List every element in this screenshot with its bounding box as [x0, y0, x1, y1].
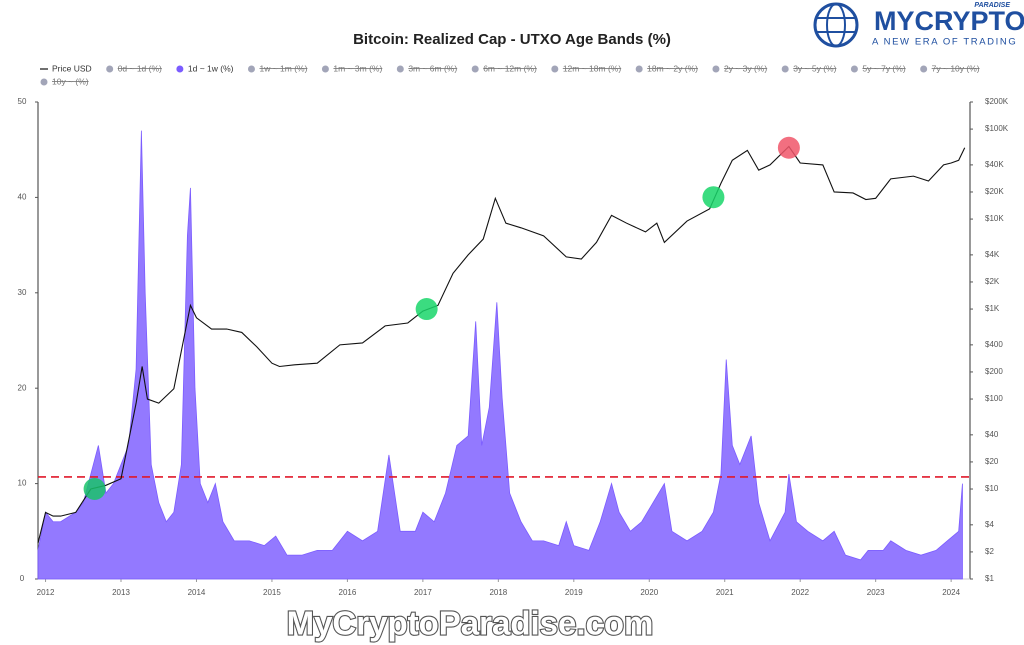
y2-tick-label: $4K — [985, 250, 1000, 259]
legend-item[interactable]: 7y ~ 10y (%) — [920, 63, 980, 73]
legend-label: 3y ~ 5y (%) — [793, 63, 836, 73]
x-tick-label: 2015 — [263, 588, 281, 597]
y-tick-label: 10 — [18, 479, 27, 488]
signal-marker — [777, 136, 800, 159]
legend-label: 1m ~ 3m (%) — [333, 63, 382, 73]
signal-marker — [415, 298, 438, 321]
legend-label: 2y ~ 3y (%) — [724, 63, 767, 73]
legend-swatch — [247, 65, 255, 73]
y-tick-label: 40 — [18, 193, 27, 202]
area — [37, 130, 963, 580]
legend-swatch — [471, 65, 479, 73]
legend-swatch — [176, 65, 184, 73]
legend-item[interactable]: 3m ~ 6m (%) — [396, 63, 458, 73]
legend-item[interactable]: 12m ~ 18m (%) — [551, 63, 621, 73]
legend-swatch — [920, 65, 928, 73]
x-tick-label: 2017 — [414, 588, 432, 597]
y-tick-label: 30 — [18, 288, 27, 297]
legend-swatch — [781, 65, 789, 73]
legend-item[interactable]: 1m ~ 3m (%) — [321, 63, 383, 73]
y-tick-label: 0 — [20, 574, 25, 583]
x-tick-label: 2012 — [37, 588, 55, 597]
logo: MYCRYPTO PARADISE A NEW ERA OF TRADING — [813, 2, 1024, 48]
legend-item[interactable]: 1w ~ 1m (%) — [247, 63, 308, 73]
y2-tick-label: $40 — [985, 430, 999, 439]
x-tick-label: 2016 — [339, 588, 357, 597]
legend-label: 7y ~ 10y (%) — [932, 63, 980, 73]
legend-swatch — [106, 65, 114, 73]
x-tick-label: 2018 — [489, 588, 507, 597]
logo-globe — [813, 2, 859, 48]
y2-tick-label: $400 — [985, 340, 1003, 349]
legend-item[interactable]: 2y ~ 3y (%) — [712, 63, 767, 73]
legend-item[interactable]: 10y ~ (%) — [40, 76, 89, 86]
signal-marker — [83, 478, 106, 501]
legend-label: 18m ~ 2y (%) — [647, 63, 698, 73]
x-tick-label: 2013 — [112, 588, 130, 597]
legend: Price USD 0d ~ 1d (%) 1d ~ 1w (%) 1w ~ 1m (… — [40, 63, 980, 86]
y2-tick-label: $200K — [985, 97, 1009, 106]
logo-text: MYCRYPTO — [874, 6, 1024, 36]
legend-label: 12m ~ 18m (%) — [563, 63, 622, 73]
legend-item[interactable]: Price USD — [40, 63, 92, 73]
legend-label: Price USD — [52, 63, 92, 73]
x-tick-label: 2019 — [565, 588, 583, 597]
y2-tick-label: $1 — [985, 574, 994, 583]
logo-tagline: A NEW ERA OF TRADING — [872, 37, 1017, 48]
logo-globe-line — [826, 3, 846, 47]
legend-label: 0d ~ 1d (%) — [118, 63, 162, 73]
watermark: MyCryptoParadise.com — [287, 605, 654, 642]
y-tick-label: 20 — [18, 383, 27, 392]
legend-label: 1w ~ 1m (%) — [259, 63, 307, 73]
legend-swatch — [635, 65, 643, 73]
y2-tick-label: $1K — [985, 304, 1000, 313]
legend-item[interactable]: 18m ~ 2y (%) — [635, 63, 698, 73]
y2-tick-label: $40K — [985, 160, 1004, 169]
y2-tick-label: $100 — [985, 394, 1003, 403]
legend-label: 6m ~ 12m (%) — [483, 63, 537, 73]
price-line — [37, 145, 966, 544]
y2-tick-label: $2 — [985, 547, 994, 556]
y2-tick-label: $20K — [985, 187, 1004, 196]
x-tick-label: 2024 — [942, 588, 960, 597]
x-tick-label: 2022 — [791, 588, 809, 597]
logo-small: PARADISE — [974, 2, 1010, 9]
y2-tick-label: $10K — [985, 214, 1004, 223]
y2-tick-label: $4 — [985, 520, 994, 529]
x-tick-label: 2021 — [716, 588, 734, 597]
legend-label: 1d ~ 1w (%) — [188, 63, 234, 73]
legend-label: 3m ~ 6m (%) — [408, 63, 457, 73]
legend-item[interactable]: 0d ~ 1d (%) — [106, 63, 162, 73]
legend-swatch — [551, 65, 559, 73]
legend-swatch — [850, 65, 858, 73]
legend-swatch — [712, 65, 720, 73]
legend-swatch — [396, 65, 404, 73]
y2-tick-label: $2K — [985, 277, 1000, 286]
legend-item[interactable]: 6m ~ 12m (%) — [471, 63, 537, 73]
x-tick-label: 2020 — [640, 588, 658, 597]
x-tick-label: 2014 — [188, 588, 206, 597]
y2-tick-label: $20 — [985, 457, 999, 466]
legend-item[interactable]: 3y ~ 5y (%) — [781, 63, 837, 73]
chart-title: Bitcoin: Realized Cap - UTXO Age Bands (… — [353, 31, 671, 48]
y2-tick-label: $200 — [985, 367, 1003, 376]
signal-marker — [702, 186, 725, 209]
legend-label: 10y ~ (%) — [52, 76, 89, 86]
legend-item[interactable]: 1d ~ 1w (%) — [176, 63, 234, 73]
y2-tick-label: $100K — [985, 124, 1009, 133]
legend-item[interactable]: 5y ~ 7y (%) — [850, 63, 906, 73]
x-tick-label: 2023 — [867, 588, 885, 597]
y2-tick-label: $10 — [985, 484, 999, 493]
y-tick-label: 50 — [18, 97, 27, 106]
legend-swatch — [40, 78, 48, 86]
legend-swatch — [321, 65, 329, 73]
legend-label: 5y ~ 7y (%) — [862, 63, 905, 73]
